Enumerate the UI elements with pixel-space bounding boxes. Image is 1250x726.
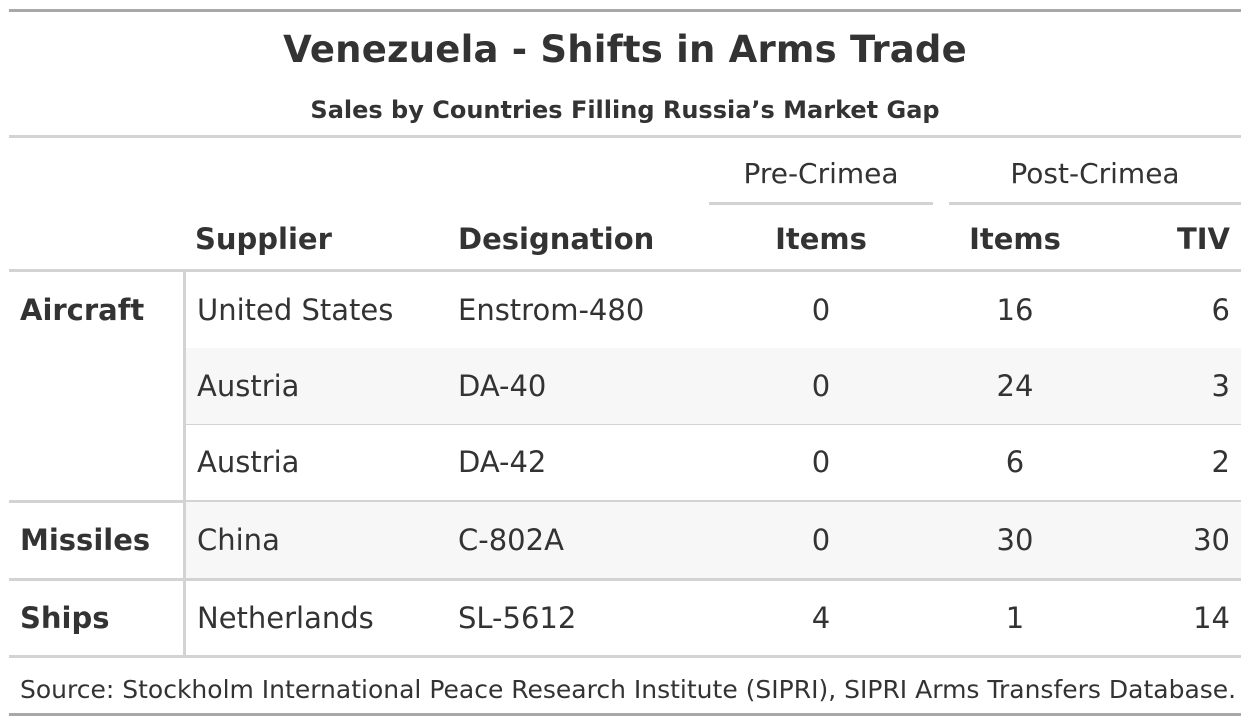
group-divider-vertical — [183, 502, 186, 578]
row-stripe — [186, 502, 1241, 578]
table-row: Austria DA-40 0 24 3 — [9, 348, 1241, 424]
cell-post-tiv: 30 — [1193, 523, 1230, 557]
source-note: Source: Stockholm International Peace Re… — [20, 675, 1237, 704]
cell-post-tiv: 14 — [1193, 601, 1230, 635]
group-divider-vertical — [183, 272, 186, 500]
row-divider — [186, 424, 1241, 425]
group-separator — [9, 578, 1241, 581]
cell-post-items: 30 — [996, 523, 1034, 557]
cell-designation: SL-5612 — [458, 601, 577, 635]
cell-post-items: 6 — [1005, 445, 1025, 479]
col-header-supplier: Supplier — [195, 222, 332, 256]
spanner-post-crimea: Post-Crimea — [1010, 157, 1180, 190]
row-group-label: Missiles — [20, 523, 151, 557]
cell-designation: C-802A — [458, 523, 564, 557]
table-title: Venezuela - Shifts in Arms Trade — [283, 28, 967, 71]
cell-post-items: 1 — [1005, 601, 1025, 635]
spanner-rule-pre — [709, 202, 933, 205]
cell-pre-items: 0 — [811, 445, 831, 479]
table-row: Austria DA-42 0 6 2 — [9, 424, 1241, 500]
table-row: United States Enstrom-480 0 16 6 — [9, 272, 1241, 348]
group-separator — [9, 500, 1241, 503]
row-group-label: Aircraft — [20, 293, 145, 327]
cell-supplier: Austria — [197, 369, 300, 403]
footer-rule — [9, 655, 1241, 658]
table-subtitle: Sales by Countries Filling Russia’s Mark… — [310, 96, 940, 124]
cell-pre-items: 0 — [811, 523, 831, 557]
spanner-rule-post — [949, 202, 1241, 205]
cell-pre-items: 0 — [811, 293, 831, 327]
col-header-pre-items: Items — [775, 222, 867, 256]
col-header-designation: Designation — [458, 222, 655, 256]
cell-post-tiv: 3 — [1211, 369, 1230, 403]
header-bottom-rule — [9, 269, 1241, 272]
arms-trade-table: Venezuela - Shifts in Arms Trade Sales b… — [9, 9, 1241, 716]
cell-designation: Enstrom-480 — [458, 293, 645, 327]
col-header-post-tiv: TIV — [1176, 222, 1230, 256]
row-stripe — [186, 348, 1241, 424]
cell-supplier: Austria — [197, 445, 300, 479]
cell-post-items: 16 — [996, 293, 1034, 327]
table-row: China C-802A 0 30 30 — [9, 502, 1241, 578]
cell-pre-items: 4 — [811, 601, 831, 635]
col-header-post-items: Items — [969, 222, 1061, 256]
cell-supplier: United States — [197, 293, 394, 327]
cell-post-tiv: 6 — [1211, 293, 1230, 327]
cell-designation: DA-42 — [458, 445, 547, 479]
cell-post-tiv: 2 — [1211, 445, 1230, 479]
table-row: Netherlands SL-5612 4 1 14 — [9, 580, 1241, 656]
header-top-rule — [9, 135, 1241, 138]
spanner-pre-crimea: Pre-Crimea — [743, 157, 899, 190]
cell-designation: DA-40 — [458, 369, 547, 403]
group-divider-vertical — [183, 580, 186, 656]
cell-post-items: 24 — [996, 369, 1034, 403]
cell-pre-items: 0 — [811, 369, 831, 403]
cell-supplier: China — [197, 523, 280, 557]
cell-supplier: Netherlands — [197, 601, 374, 635]
row-group-label: Ships — [20, 601, 110, 635]
